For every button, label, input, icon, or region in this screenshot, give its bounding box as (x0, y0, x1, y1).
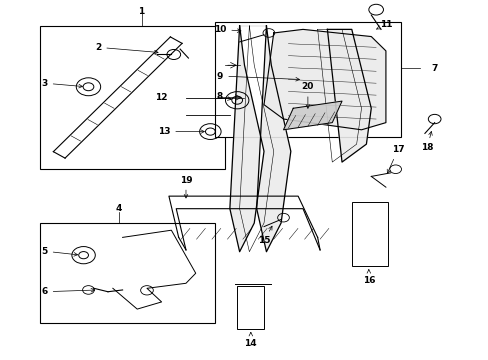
Polygon shape (264, 30, 385, 130)
Text: 15: 15 (257, 226, 271, 246)
Text: 1: 1 (138, 7, 144, 16)
Bar (237, 286, 264, 329)
Text: 14: 14 (244, 332, 257, 348)
Bar (40, 223, 215, 323)
Polygon shape (229, 26, 290, 252)
Text: 8: 8 (217, 92, 231, 101)
Text: 20: 20 (301, 82, 313, 108)
Text: 10: 10 (213, 25, 241, 34)
Text: 19: 19 (179, 176, 192, 198)
Text: 6: 6 (41, 287, 95, 296)
Text: 17: 17 (386, 145, 404, 173)
Bar (351, 202, 387, 266)
Text: 4: 4 (115, 204, 122, 213)
Polygon shape (327, 30, 370, 162)
Text: 2: 2 (95, 43, 158, 54)
Bar (40, 26, 224, 169)
Text: 13: 13 (158, 127, 204, 136)
Polygon shape (283, 101, 341, 130)
Text: 3: 3 (41, 79, 82, 88)
Text: 11: 11 (376, 19, 391, 29)
Text: 5: 5 (41, 247, 78, 256)
Text: 18: 18 (420, 131, 433, 152)
Text: 16: 16 (362, 270, 374, 285)
Text: 7: 7 (430, 64, 437, 73)
Text: 9: 9 (217, 72, 299, 81)
Bar (215, 22, 400, 137)
Text: 12: 12 (155, 93, 167, 102)
